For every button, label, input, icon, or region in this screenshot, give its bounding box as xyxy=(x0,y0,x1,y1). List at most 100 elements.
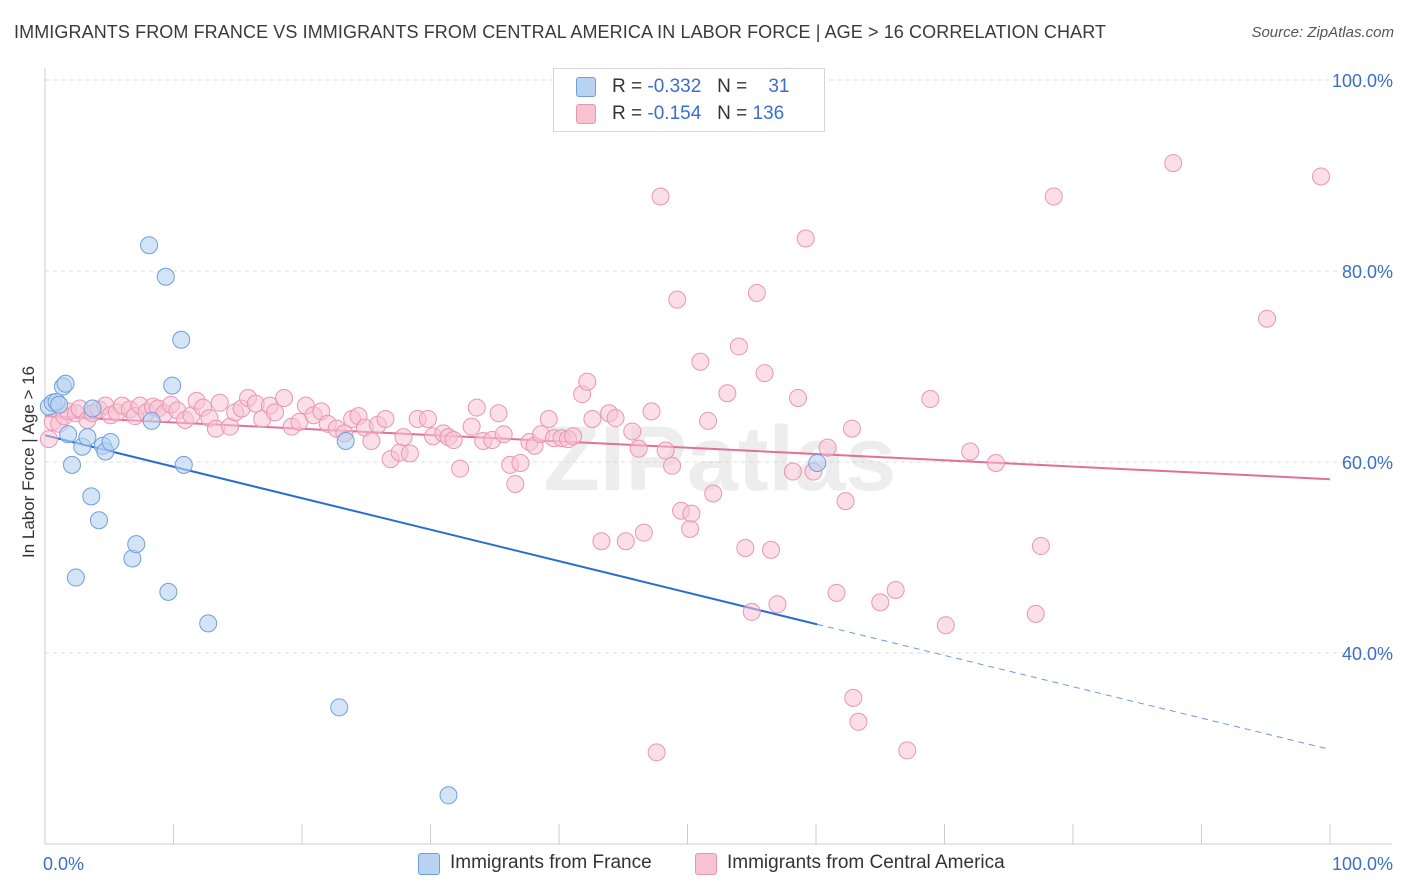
france-point xyxy=(78,428,97,447)
central-point xyxy=(921,389,940,408)
france-n-label: N = xyxy=(717,76,748,97)
y-tick-label: 80.0% xyxy=(1342,262,1393,282)
bottom-central-swatch xyxy=(695,853,717,875)
france-point xyxy=(159,582,178,601)
central-point xyxy=(656,441,675,460)
central-point xyxy=(494,425,513,444)
central-point xyxy=(682,504,701,523)
france-point xyxy=(174,455,193,474)
central-point xyxy=(986,453,1005,472)
france-point xyxy=(101,432,120,451)
central-point xyxy=(1312,167,1331,186)
central-point xyxy=(394,428,413,447)
central-point xyxy=(606,409,625,428)
bottom-france-label: Immigrants from France xyxy=(450,852,652,873)
central-point xyxy=(842,419,861,438)
central-swatch xyxy=(576,104,596,124)
central-point xyxy=(376,410,395,429)
france-point xyxy=(142,411,161,430)
central-america-points xyxy=(39,154,1331,762)
central-point xyxy=(266,403,285,422)
france-n-value: 31 xyxy=(768,76,790,97)
france-point xyxy=(50,395,69,414)
bottom-france-swatch xyxy=(418,853,440,875)
axes xyxy=(44,68,1392,845)
france-r-value: -0.332 xyxy=(647,76,702,97)
central-point xyxy=(718,384,737,403)
correlation-legend: R = -0.332 N = 31 R = -0.154 N = 136 xyxy=(553,68,825,132)
central-point xyxy=(418,410,437,429)
central-point xyxy=(462,417,481,436)
france-trend-line xyxy=(44,434,818,626)
central-point xyxy=(564,427,583,446)
bottom-central-label: Immigrants from Central America xyxy=(727,852,1005,873)
france-point xyxy=(82,487,101,506)
x-tick-label: 0.0% xyxy=(43,854,84,874)
central-point xyxy=(783,462,802,481)
central-point xyxy=(796,229,815,248)
central-point xyxy=(762,540,781,559)
france-point xyxy=(439,786,458,805)
central-point xyxy=(362,431,381,450)
france-point xyxy=(62,455,81,474)
y-tick-label: 60.0% xyxy=(1342,453,1393,473)
france-point xyxy=(89,511,108,530)
france-point xyxy=(172,330,191,349)
central-point xyxy=(836,492,855,511)
central-point xyxy=(827,583,846,602)
central-point xyxy=(755,364,774,383)
france-trend-extension xyxy=(817,623,1331,750)
france-point xyxy=(56,374,75,393)
central-point xyxy=(275,389,294,408)
france-point xyxy=(163,376,182,395)
france-swatch xyxy=(576,77,596,97)
central-n-value: 136 xyxy=(752,103,785,124)
central-point xyxy=(623,422,642,441)
central-point xyxy=(400,444,419,463)
central-point xyxy=(467,398,486,417)
central-point xyxy=(1026,604,1045,623)
france-point xyxy=(140,236,159,255)
central-point xyxy=(729,337,748,356)
central-point xyxy=(849,712,868,731)
france-r-label: R = xyxy=(612,76,643,97)
central-point xyxy=(681,519,700,538)
central-point xyxy=(210,393,229,412)
y-tick-label: 100.0% xyxy=(1332,71,1393,91)
central-point xyxy=(668,290,687,309)
central-point xyxy=(1031,537,1050,556)
y-tick-label: 40.0% xyxy=(1342,644,1393,664)
central-point xyxy=(886,580,905,599)
central-point xyxy=(663,456,682,475)
central-point xyxy=(578,372,597,391)
france-point xyxy=(808,453,827,472)
central-point xyxy=(1044,187,1063,206)
france-point xyxy=(127,535,146,554)
central-point xyxy=(736,538,755,557)
france-point xyxy=(66,568,85,587)
france-point xyxy=(59,425,78,444)
central-point xyxy=(642,402,661,421)
chart-title: IMMIGRANTS FROM FRANCE VS IMMIGRANTS FRO… xyxy=(14,22,1107,42)
central-point xyxy=(742,602,761,621)
central-point xyxy=(651,187,670,206)
central-point xyxy=(768,595,787,614)
central-point xyxy=(789,389,808,408)
central-r-label: R = xyxy=(612,103,643,124)
france-point xyxy=(83,399,102,418)
axis-labels: 40.0% 60.0% 80.0% 100.0% 0.0% 100.0% In Labor … xyxy=(19,71,1393,874)
source-label: Source: ZipAtlas.com xyxy=(1251,24,1394,41)
central-point xyxy=(506,474,525,493)
france-point xyxy=(330,698,349,717)
central-r-value: -0.154 xyxy=(647,103,702,124)
france-point xyxy=(199,614,218,633)
central-point xyxy=(489,404,508,423)
central-point xyxy=(647,743,666,762)
central-point xyxy=(699,411,718,430)
central-n-label: N = xyxy=(717,103,748,124)
central-point xyxy=(691,352,710,371)
central-point xyxy=(592,532,611,551)
central-point xyxy=(511,453,530,472)
central-point xyxy=(704,484,723,503)
